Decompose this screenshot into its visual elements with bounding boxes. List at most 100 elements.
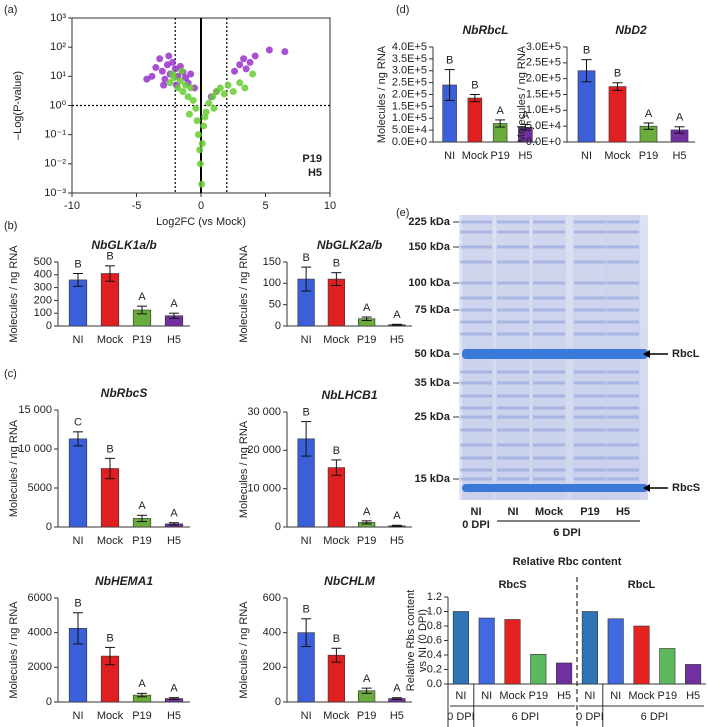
gel-band [574, 428, 606, 432]
bar [685, 664, 702, 685]
legend-label: P19 [302, 153, 322, 165]
point [240, 55, 248, 63]
gel-band [574, 281, 606, 285]
point [161, 75, 169, 83]
gel-band [497, 415, 529, 419]
gel-band [460, 296, 492, 300]
bar [608, 86, 627, 143]
y-axis-label: Molecules / ng RNA [376, 45, 388, 143]
point [193, 117, 201, 125]
x-tick-label: NI [301, 710, 312, 722]
gel-band [460, 320, 492, 324]
chart-title: NbHEMA1 [95, 574, 153, 588]
bar [467, 97, 483, 143]
gel-band [497, 320, 529, 324]
gel-band [607, 394, 639, 398]
group-label: 6 DPI [553, 527, 581, 539]
x-tick-label: NI [73, 535, 84, 547]
point [210, 104, 218, 112]
gel-band [460, 260, 492, 264]
day-label: 0 DPI [447, 711, 475, 723]
marker-label: 75 kDa [415, 304, 451, 316]
point [246, 58, 254, 66]
gel-band [574, 477, 606, 481]
point [249, 70, 257, 78]
significance-letter: A [393, 309, 401, 321]
y-tick-label: 1.0E+5 [392, 112, 427, 124]
point [198, 180, 206, 188]
gel-band [533, 370, 565, 374]
gel-band [533, 308, 565, 312]
x-tick-label: P19 [529, 690, 549, 702]
gel-band [460, 281, 492, 285]
y-tick-label: 3.0E+5 [392, 65, 427, 77]
chart-title: NbGLK1a/b [91, 238, 156, 252]
y-tick-label: 400 [34, 269, 52, 281]
bar [633, 625, 650, 685]
point [189, 96, 197, 104]
gel-band [497, 220, 529, 224]
day-label: 0 DPI [576, 711, 604, 723]
chart-title: NbGLK2a/b [317, 238, 382, 252]
y-tick-label: 10⁻¹ [44, 129, 66, 141]
gel-band [574, 320, 606, 324]
significance-letter: A [138, 678, 146, 690]
significance-letter: A [170, 298, 178, 310]
y-tick-label: 10⁻² [44, 158, 66, 170]
panel-label: (e) [396, 207, 409, 219]
bar [327, 467, 345, 528]
bar [581, 611, 598, 685]
gel-band [460, 456, 492, 460]
gel-band [607, 443, 639, 447]
x-tick-label: H5 [672, 150, 686, 162]
significance-letter: A [363, 302, 371, 314]
point [216, 84, 224, 92]
significance-letter: B [333, 633, 340, 645]
gel-band [497, 296, 529, 300]
point [182, 81, 190, 89]
gel-band [574, 415, 606, 419]
gel-band [460, 443, 492, 447]
point [194, 131, 202, 139]
y-tick-label: 100 [34, 307, 52, 319]
significance-letter: A [363, 673, 371, 685]
bar [478, 617, 495, 685]
gel-band [533, 468, 565, 472]
gel-band [574, 443, 606, 447]
panel-label: (a) [4, 4, 17, 16]
gel-band [607, 245, 639, 249]
x-tick-label: H5 [390, 334, 404, 346]
gel-band [460, 428, 492, 432]
y-tick-label: 0 [275, 696, 281, 708]
x-tick-label: Mock [628, 690, 655, 702]
point [166, 79, 174, 87]
x-tick-label: H5 [557, 690, 571, 702]
y-tick-label: 10³ [50, 12, 66, 24]
x-tick-label: Mock [323, 535, 350, 547]
gel-band [574, 308, 606, 312]
gel-band [460, 370, 492, 374]
gel-band [497, 281, 529, 285]
y-tick-label: 0 [275, 320, 281, 332]
significance-letter: B [471, 79, 478, 91]
x-tick-label: P19 [357, 535, 377, 547]
significance-letter: A [393, 683, 401, 695]
bar [556, 662, 573, 685]
x-tick-label: P19 [357, 710, 377, 722]
point [229, 88, 237, 96]
y-axis-label: Molecules / ng RNA [8, 419, 20, 517]
panel-label: (b) [4, 220, 17, 232]
y-axis-label: Molecules / ng RNA [238, 245, 250, 343]
point [236, 79, 244, 87]
gel-band [607, 230, 639, 234]
gel-band [460, 415, 492, 419]
lane-label: P19 [580, 506, 600, 518]
gel-band [574, 230, 606, 234]
marker-label: 150 kDa [408, 241, 450, 253]
x-tick-label: H5 [390, 535, 404, 547]
y-tick-label: 0.0 [427, 678, 442, 690]
gel-band [497, 260, 529, 264]
gel-band [460, 245, 492, 249]
gel-band [497, 381, 529, 385]
significance-letter: B [302, 406, 309, 418]
